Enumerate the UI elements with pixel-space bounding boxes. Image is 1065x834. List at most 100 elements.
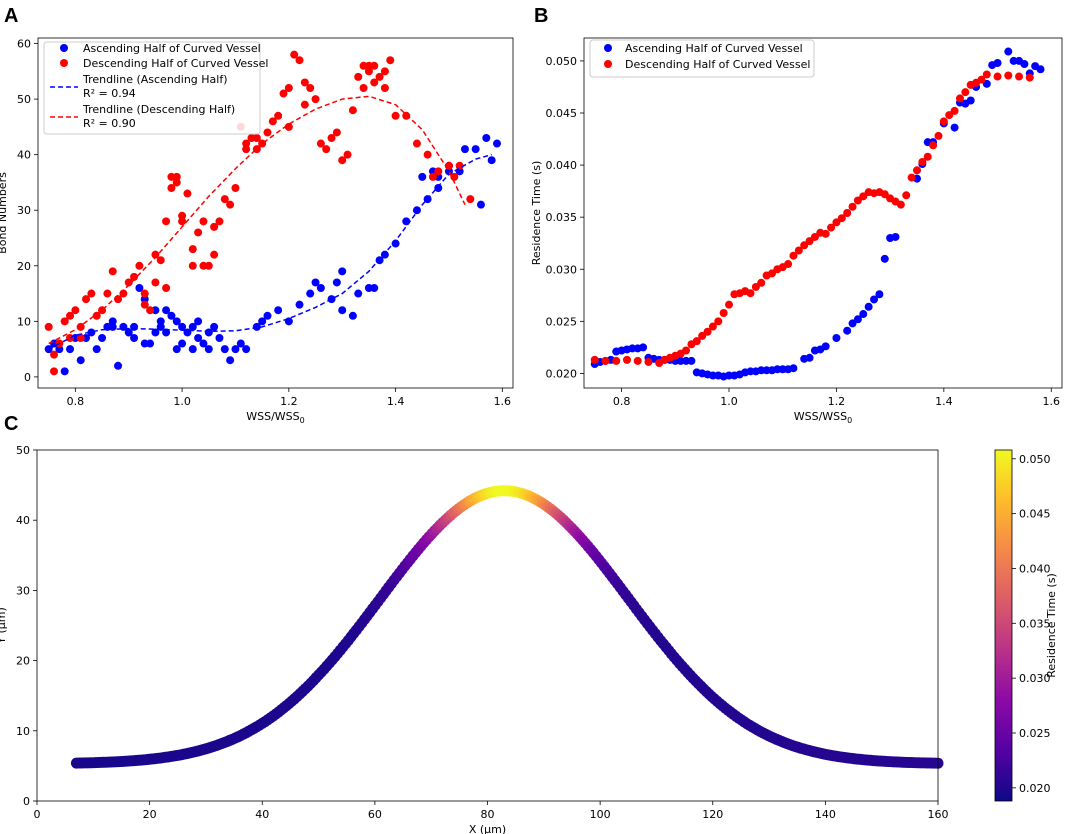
descending-point (955, 94, 964, 103)
ascending-point (391, 239, 400, 248)
y-tick-label: 0.035 (546, 211, 578, 224)
ascending-point (44, 345, 53, 354)
descending-point (810, 232, 819, 241)
colorbar-label: Residence Time (s) (1045, 573, 1058, 677)
ascending-point (124, 328, 133, 337)
descending-point (263, 128, 272, 137)
ascending-point (274, 306, 283, 315)
x-axis-label-main: X (μm) (469, 823, 506, 834)
legend-label: Descending Half of Curved Vessel (625, 58, 810, 71)
descending-point (837, 214, 846, 223)
ascending-point (178, 339, 187, 348)
descending-point (364, 61, 373, 70)
ascending-point (236, 339, 245, 348)
descending-point (295, 56, 304, 65)
descending-point (934, 131, 943, 140)
y-tick-label: 30 (17, 204, 31, 217)
descending-point (194, 228, 203, 237)
descending-point (108, 267, 117, 276)
descending-point (380, 67, 389, 76)
x-tick-label: 40 (255, 808, 269, 821)
descending-point (450, 172, 459, 181)
ascending-point (231, 345, 240, 354)
descending-point (827, 223, 836, 232)
colorbar-tick-label: 0.030 (1019, 672, 1051, 685)
descending-point (923, 152, 932, 161)
ascending-point (55, 345, 64, 354)
descending-point (178, 211, 187, 220)
ascending-point (805, 353, 814, 362)
y-tick-label: 10 (17, 315, 31, 328)
y-tick-label: 20 (16, 655, 30, 668)
descending-point (714, 317, 723, 326)
ascending-point (156, 317, 165, 326)
descending-point (907, 173, 916, 182)
descending-point (725, 300, 734, 309)
descending-point (945, 111, 954, 120)
ascending-point (252, 322, 261, 331)
descending-point (848, 202, 857, 211)
descending-point (412, 139, 421, 148)
descending-point (124, 278, 133, 287)
descending-point (821, 229, 830, 238)
ascending-point (162, 328, 171, 337)
descending-point (188, 245, 197, 254)
descending-point (423, 150, 432, 159)
x-tick-label: 1.2 (828, 395, 846, 408)
descending-point (322, 145, 331, 154)
ascending-point (843, 326, 852, 335)
plot-frame (583, 37, 1063, 389)
ascending-point (1004, 47, 1013, 56)
y-tick-label: 0.050 (546, 55, 578, 68)
x-tick-label: 1.0 (720, 395, 738, 408)
ascending-point (687, 356, 696, 365)
descending-point (172, 178, 181, 187)
colorbar (994, 449, 1013, 802)
descending-point (140, 289, 149, 298)
x-axis-label-main: WSS/WSS (246, 410, 299, 423)
y-tick-label: 50 (17, 93, 31, 106)
descending-point (332, 128, 341, 137)
descending-point (220, 195, 229, 204)
ascending-point (204, 328, 213, 337)
descending-point (590, 355, 599, 364)
descending-point (692, 337, 701, 346)
descending-point (103, 289, 112, 298)
ascending-point (188, 322, 197, 331)
ascending-point (402, 217, 411, 226)
descending-point (284, 122, 293, 131)
x-tick-label: 1.4 (387, 395, 405, 408)
descending-point (44, 322, 53, 331)
x-tick-label: 0 (34, 808, 41, 821)
ascending-point (226, 356, 235, 365)
ascending-point (114, 361, 123, 370)
descending-point (950, 106, 959, 115)
chart-a: 0.8 1.0 1.2 1.4 1.60102030405060WSS/WSS0Bond… (0, 38, 514, 425)
panel-label-a: A (4, 5, 18, 27)
x-tick-label: 1.6 (1043, 395, 1061, 408)
ascending-point (284, 317, 293, 326)
descending-point (1025, 73, 1034, 82)
descending-point (601, 356, 610, 365)
ascending-point (864, 302, 873, 311)
ascending-point (891, 232, 900, 241)
ascending-point (875, 290, 884, 299)
descending-point (226, 200, 235, 209)
descending-point (151, 250, 160, 259)
descending-point (800, 241, 809, 250)
descending-point (359, 84, 368, 92)
descending-point (343, 150, 352, 159)
ascending-point (76, 356, 85, 365)
descending-point (274, 111, 283, 120)
x-axis-label-subscript: 0 (300, 416, 305, 425)
descending-point (380, 84, 389, 92)
descending-point (391, 111, 400, 120)
ascending-point (130, 322, 139, 331)
x-axis-label: WSS/WSS0 (246, 410, 304, 425)
descending-point (977, 75, 986, 84)
ascending-point (178, 322, 187, 331)
descending-point (66, 311, 75, 320)
ascending-point (151, 328, 160, 337)
descending-point (386, 56, 395, 65)
ascending-point (258, 317, 267, 326)
